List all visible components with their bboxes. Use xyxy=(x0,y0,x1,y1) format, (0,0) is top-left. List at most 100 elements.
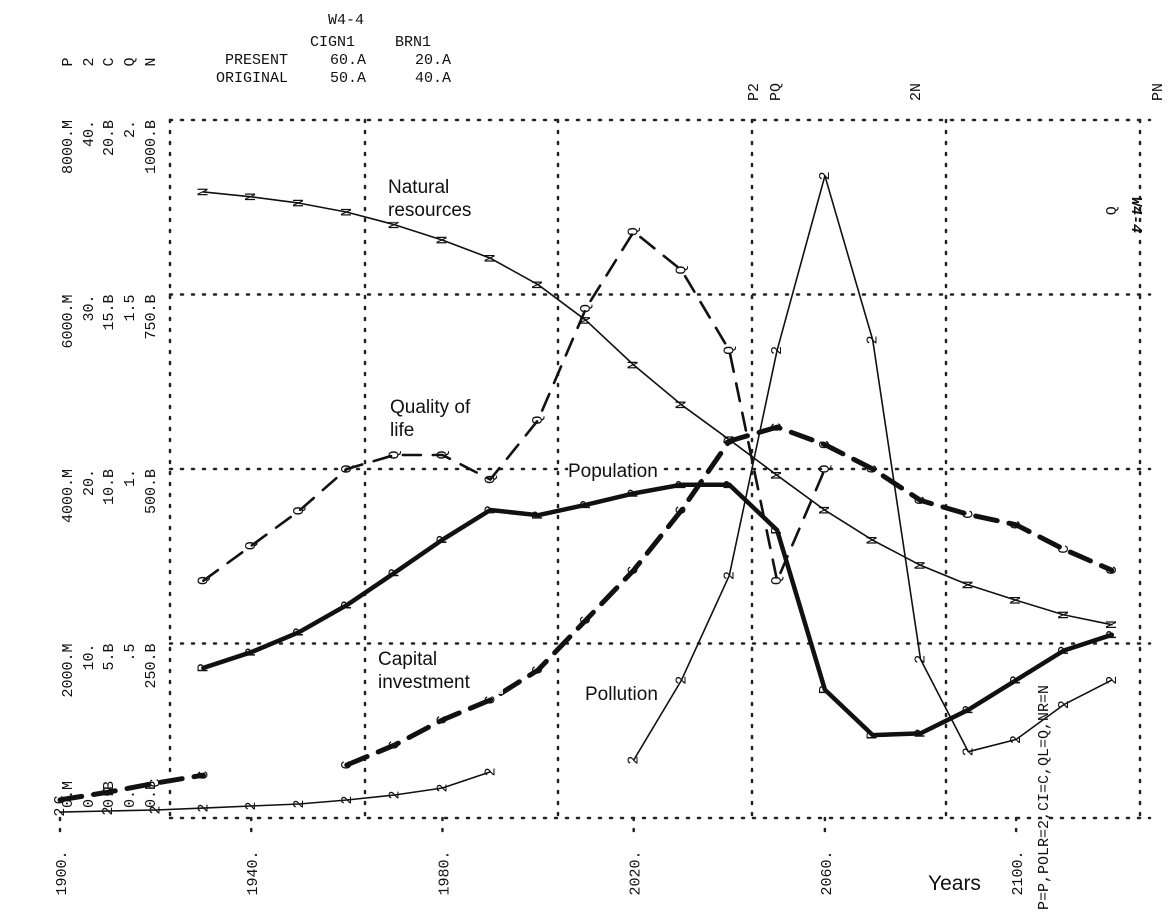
top-marker: P2 xyxy=(746,83,763,101)
plot-symbol: Q xyxy=(626,227,643,236)
param-cell: 60.A xyxy=(330,52,366,69)
plot-symbol: C xyxy=(530,666,547,675)
plot-symbol: C xyxy=(960,510,977,519)
plot-symbol: N xyxy=(1056,610,1073,619)
plot-symbol: C xyxy=(434,715,451,724)
plot-symbol: 2 xyxy=(1008,735,1025,744)
plot-symbol: C xyxy=(865,464,882,473)
axis-symbol: Q xyxy=(122,57,139,66)
plot-symbol: C xyxy=(387,741,404,750)
plot-symbol: P xyxy=(291,628,308,637)
series-label: Capital investment xyxy=(378,648,503,694)
plot-symbol: 2 xyxy=(100,807,117,816)
plot-symbol: N xyxy=(1104,620,1121,629)
key: P=P,POLR=2,CI=C,QL=Q,NR=N xyxy=(1036,685,1053,910)
plot-symbol: C xyxy=(100,788,117,797)
plot-symbol: N xyxy=(913,561,930,570)
y-tick-label: 0.B xyxy=(101,781,118,808)
x-tick-label: 2060. xyxy=(819,850,836,895)
plot-symbol: Q xyxy=(673,266,690,275)
plot-symbol: Q xyxy=(482,475,499,484)
plot-symbol: P xyxy=(434,535,451,544)
top-marker: PQ xyxy=(768,83,785,101)
plot-symbol: 2 xyxy=(243,801,260,810)
plot-symbol: Q xyxy=(817,464,834,473)
plot-symbol: P xyxy=(865,731,882,740)
plot-symbol: 2 xyxy=(482,767,499,776)
x-tick-label: 1900. xyxy=(54,850,71,895)
plot-symbol: P xyxy=(913,729,930,738)
plot-symbol: P xyxy=(530,511,547,520)
series-line xyxy=(57,424,1115,803)
y-tick-label: 5.B xyxy=(101,644,118,671)
plot-symbol: N xyxy=(817,506,834,515)
series-line xyxy=(59,175,1113,813)
series-line xyxy=(203,211,1111,581)
plot-symbol: C xyxy=(52,795,69,804)
plot-symbol: N xyxy=(960,580,977,589)
plot-symbol: Q xyxy=(721,346,738,355)
plot-symbol: P xyxy=(769,526,786,535)
param-cell: 50.A xyxy=(330,70,366,87)
plot-symbol: Q xyxy=(769,576,786,585)
plot-symbol: P xyxy=(1056,646,1073,655)
plot-symbol: 2 xyxy=(721,571,738,580)
plot-symbol: Q xyxy=(291,506,308,515)
plot-symbol: Q xyxy=(578,304,595,313)
plot-symbol: C xyxy=(1008,520,1025,529)
x-tick-label: 1980. xyxy=(436,850,453,895)
plot-symbol: P xyxy=(195,663,212,672)
y-tick-label: 8000.M xyxy=(60,120,77,174)
y-tick-label: 1000.B xyxy=(143,120,160,174)
y-tick-label: 30. xyxy=(81,295,98,322)
plot-symbol: C xyxy=(913,496,930,505)
series-label: Natural resources xyxy=(388,176,503,222)
plot-symbol: Q xyxy=(195,576,212,585)
plot-symbol: P xyxy=(482,505,499,514)
axis-symbol: P xyxy=(60,57,77,66)
x-tick-label: 2100. xyxy=(1010,850,1027,895)
plot-symbol: C xyxy=(1104,566,1121,575)
y-tick-label: 15.B xyxy=(101,295,118,331)
y-tick-label: 1. xyxy=(122,469,139,487)
plot-symbol: N xyxy=(769,471,786,480)
series-line xyxy=(201,482,1115,738)
top-marker: PN xyxy=(1150,83,1167,101)
plot-symbol: N xyxy=(626,360,643,369)
y-tick-label: 4000.M xyxy=(60,469,77,523)
y-tick-label: 0.B xyxy=(143,781,160,808)
axis-symbol: C xyxy=(101,57,118,66)
plot-symbol: N xyxy=(721,435,738,444)
param-row-label: PRESENT xyxy=(225,52,288,69)
y-tick-label: 2000.M xyxy=(60,644,77,698)
param-column: CIGN1 xyxy=(310,34,355,51)
series-label: Quality of life xyxy=(390,396,475,442)
plot-symbol: 2 xyxy=(387,790,404,799)
series-line xyxy=(202,191,1113,626)
axis-symbol: 2 xyxy=(81,57,98,66)
stamp: W4-4 xyxy=(1127,197,1144,233)
plot-symbol: Q xyxy=(243,541,260,550)
param-cell: 20.A xyxy=(415,52,451,69)
plot-symbol: C xyxy=(339,760,356,769)
plot-symbol: N xyxy=(1008,596,1025,605)
y-tick-label: 0. xyxy=(122,790,139,808)
plot-symbol: P xyxy=(817,685,834,694)
plot-symbol: C xyxy=(721,437,738,446)
plot-symbol: 2 xyxy=(1104,676,1121,685)
plot-symbol: C xyxy=(1056,545,1073,554)
y-tick-label: 2. xyxy=(122,120,139,138)
y-tick-label: 750.B xyxy=(143,295,160,340)
plot-symbol: C xyxy=(817,440,834,449)
plot-symbol: 2 xyxy=(769,346,786,355)
plot-symbol: N xyxy=(243,192,260,201)
x-tick-label: 1940. xyxy=(245,850,262,895)
plot-symbol: N xyxy=(578,316,595,325)
plot-symbol: 2 xyxy=(52,808,69,817)
top-marker: 2N xyxy=(908,83,925,101)
plot-symbol: P xyxy=(1104,630,1121,639)
plot-symbol: C xyxy=(148,779,165,788)
plot-symbol: P xyxy=(960,705,977,714)
param-row-label: ORIGINAL xyxy=(216,70,288,87)
